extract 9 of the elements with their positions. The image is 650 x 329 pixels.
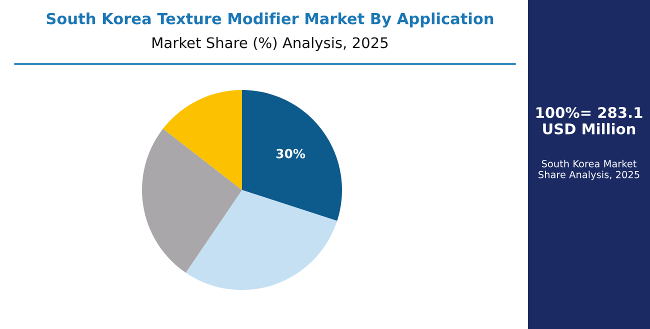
chart-subtitle: Market Share (%) Analysis, 2025 (152, 36, 388, 52)
chart-title: South Korea Texture Modifier Market By Application (46, 12, 494, 28)
text: South Korea Market Share Analysis, 2025 (538, 160, 640, 180)
pie-slice (142, 128, 242, 273)
pie-slice (242, 90, 342, 221)
text: 100%= 283.1 USD Million (536, 107, 642, 134)
pie-slice (162, 90, 242, 190)
data-label: 30% (276, 148, 306, 158)
pie-slice (186, 190, 338, 290)
